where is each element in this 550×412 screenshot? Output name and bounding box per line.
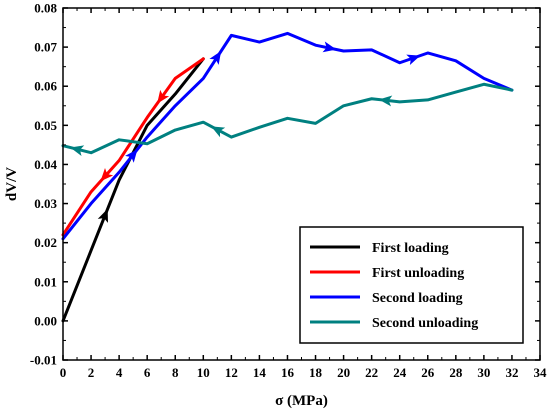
x-tick-label: 22 <box>365 365 378 380</box>
series-line-1 <box>61 57 205 237</box>
series-arrow-2-3 <box>406 54 421 66</box>
x-tick-label: 28 <box>449 365 463 380</box>
x-tick-label: 24 <box>393 365 407 380</box>
y-tick-label: 0.05 <box>34 118 57 133</box>
series-arrow-3-2 <box>70 145 85 156</box>
x-tick-label: 6 <box>144 365 151 380</box>
y-axis-title: dV/V <box>4 167 20 201</box>
axes: 0 2 4 6 8 10 12 14 16 18 20 22 24 26 28 30 32 34-0.010.00… <box>30 1 547 381</box>
y-tick-label: 0.04 <box>34 157 57 172</box>
y-tick-label: -0.01 <box>30 353 57 368</box>
x-tick-label: 2 <box>88 365 95 380</box>
x-tick-label: 8 <box>172 365 179 380</box>
y-tick-label: 0.01 <box>34 274 57 289</box>
series-arrow-2-2 <box>322 41 337 53</box>
x-tick-label: 18 <box>309 365 323 380</box>
x-axis-title: σ (MPa) <box>275 393 328 409</box>
x-tick-label: 0 <box>60 365 67 380</box>
x-tick-label: 32 <box>505 365 518 380</box>
series-arrow-0-0 <box>97 208 108 223</box>
x-tick-label: 16 <box>281 365 295 380</box>
series-line-3 <box>61 82 514 155</box>
legend-label-1: First unloading <box>372 266 464 281</box>
series-arrow-2-1 <box>209 51 222 65</box>
series-arrow-1-0 <box>157 89 170 104</box>
x-tick-label: 10 <box>197 365 210 380</box>
x-tick-label: 4 <box>116 365 123 380</box>
series-arrow-2-0 <box>125 149 138 163</box>
legend: First loading First unloading Second loadi… <box>299 226 524 344</box>
x-tick-label: 14 <box>253 365 267 380</box>
series-arrow-3-1 <box>211 126 226 138</box>
legend-label-3: Second unloading <box>372 316 478 331</box>
y-tick-label: 0.07 <box>34 40 57 55</box>
x-tick-label: 20 <box>337 365 350 380</box>
x-tick-label: 34 <box>534 365 548 380</box>
y-tick-label: 0.00 <box>34 313 57 328</box>
x-tick-label: 30 <box>477 365 490 380</box>
y-tick-label: 0.08 <box>34 1 57 16</box>
plot-area <box>61 31 514 323</box>
legend-label-0: First loading <box>372 241 449 256</box>
x-tick-label: 26 <box>421 365 435 380</box>
y-tick-label: 0.02 <box>34 235 57 250</box>
y-tick-label: 0.03 <box>34 196 57 211</box>
x-tick-label: 12 <box>225 365 238 380</box>
y-tick-label: 0.06 <box>34 79 57 94</box>
legend-label-2: Second loading <box>372 291 463 306</box>
series-line-2 <box>61 31 514 241</box>
series-arrow-1-1 <box>100 168 114 182</box>
series-arrow-3-0 <box>378 95 393 107</box>
